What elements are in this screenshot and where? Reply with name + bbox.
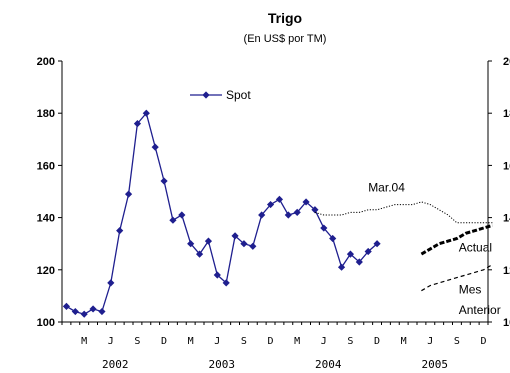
chart-subtitle: (En US$ por TM) (244, 33, 327, 45)
x-month-label: S (134, 336, 140, 347)
spot-point (195, 250, 204, 258)
x-month-label: S (454, 336, 460, 347)
y-tick-label-right: 100 (503, 317, 510, 329)
x-month-label: S (347, 336, 353, 347)
spot-point (213, 271, 221, 279)
annotation-label: Anterior (459, 303, 501, 317)
x-month-label: M (401, 336, 407, 347)
spot-point (151, 143, 159, 151)
x-month-label: D (268, 336, 274, 347)
x-year-label: 2005 (422, 358, 449, 371)
series-line-actual (420, 223, 493, 256)
x-year-label: 2004 (315, 358, 342, 371)
x-month-label: D (161, 336, 167, 347)
spot-point (337, 263, 346, 271)
x-month-label: J (214, 336, 220, 347)
legend: Spot (190, 88, 251, 102)
spot-point (284, 211, 292, 219)
y-tick-label-right: 120 (503, 265, 510, 277)
spot-point (364, 247, 372, 256)
y-tick-label-right: 200 (503, 56, 510, 68)
spot-point (346, 250, 355, 258)
x-month-label: S (241, 336, 247, 347)
x-month-label: J (321, 336, 327, 347)
spot-point (178, 211, 186, 219)
spot-point (160, 177, 168, 185)
y-tick-label: 140 (37, 213, 55, 225)
x-month-label: M (188, 336, 194, 347)
x-month-label: D (374, 336, 380, 347)
annotation-label: Mes (459, 282, 482, 296)
spot-point (373, 240, 381, 248)
spot-point (124, 190, 133, 198)
y-tick-label-right: 180 (503, 108, 510, 120)
spot-point (204, 237, 213, 245)
x-year-label: 2003 (209, 358, 236, 371)
spot-point (71, 307, 79, 316)
spot-point (222, 279, 230, 287)
spot-point (133, 120, 142, 128)
legend-marker (202, 91, 210, 99)
y-tick-label: 120 (37, 265, 55, 277)
spot-point (107, 279, 115, 287)
spot-point (62, 302, 71, 310)
spot-point (320, 224, 328, 232)
spot-point (311, 206, 319, 214)
spot-point (169, 216, 177, 224)
spot-point (89, 305, 97, 313)
spot-point (240, 240, 248, 248)
spot-point (231, 232, 239, 240)
spot-point (98, 307, 106, 316)
x-year-label: 2002 (102, 358, 129, 371)
x-month-label: J (108, 336, 114, 347)
legend-label: Spot (226, 88, 251, 102)
spot-point (187, 240, 195, 248)
y-tick-label-right: 160 (503, 160, 510, 172)
series-line-mes-anterior (421, 264, 493, 292)
spot-point (142, 109, 150, 117)
spot-point (249, 242, 257, 250)
axes: 100 100 120 120 140 140 160 160 180 180 200 200 M J S D… (37, 56, 510, 371)
chart-title: Trigo (268, 10, 302, 26)
spot-point (302, 198, 310, 206)
y-tick-label: 200 (37, 56, 55, 68)
y-tick-label-right: 140 (503, 213, 510, 225)
plot-area: Mar.04 Actual Mes Anterior (62, 109, 501, 318)
spot-point (258, 211, 266, 219)
y-tick-label: 160 (37, 160, 55, 172)
spot-point (116, 227, 124, 235)
y-tick-label: 100 (37, 317, 55, 329)
spot-point (275, 195, 284, 203)
x-month-label: D (481, 336, 487, 347)
annotation-label: Mar.04 (368, 181, 405, 195)
annotation-label: Actual (459, 241, 492, 255)
spot-point (355, 258, 363, 266)
spot-point (293, 208, 301, 216)
spot-point (266, 200, 275, 209)
x-month-label: M (294, 336, 300, 347)
x-month-label: J (427, 336, 433, 347)
y-tick-label: 180 (37, 108, 55, 120)
series-line-mar-04 (314, 201, 493, 224)
spot-point (329, 234, 337, 243)
x-month-label: M (81, 336, 87, 347)
spot-point (80, 310, 88, 318)
